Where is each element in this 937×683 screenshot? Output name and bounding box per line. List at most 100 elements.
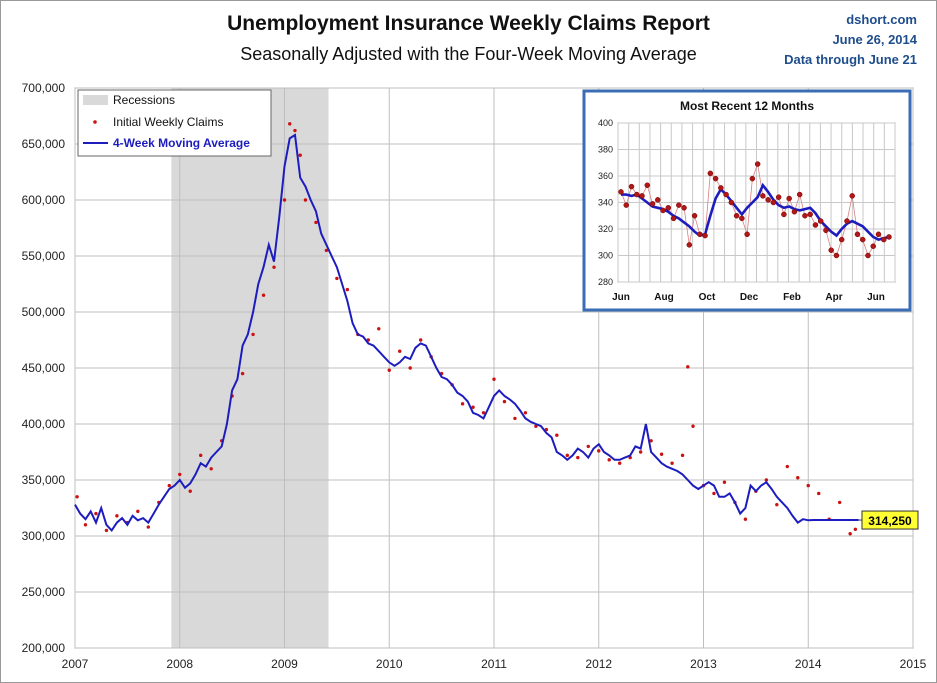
inset-claims-point [728,199,735,206]
claims-point [288,122,292,126]
claims-point [638,450,643,454]
claims-point [240,371,245,376]
y-tick-label: 700,000 [22,81,66,95]
inset-claims-point [786,195,792,202]
inset-y-tick-label: 400 [598,118,613,128]
claims-point [408,366,412,370]
claims-point [94,511,98,516]
claims-point [167,483,171,488]
inset-x-tick-label: Oct [699,292,716,303]
inset-claims-point [707,170,714,177]
claims-point [670,461,674,465]
claims-point [282,198,287,202]
claims-point [251,332,255,337]
y-tick-label: 250,000 [22,585,66,599]
inset-claims-point [807,211,813,218]
claims-point [806,483,810,488]
legend-swatch-claims [93,120,97,124]
legend-box [77,89,272,157]
inset-claims-point [718,185,724,191]
inset-y-tick-label: 300 [598,251,613,261]
inset-claims-point [744,231,750,238]
y-tick-label: 550,000 [22,249,66,263]
claims-point [712,491,716,496]
claims-point [764,478,769,482]
inset-claims-point [812,222,819,228]
inset-claims-point [681,205,687,211]
inset-claims-point [749,175,756,182]
inset-claims-point [838,236,845,243]
inset-claims-point [686,242,693,248]
inset-claims-point [665,205,672,211]
inset-claims-point [649,201,656,207]
inset-claims-point [634,191,640,198]
inset-claims-point [844,218,850,224]
inset-claims-point [865,252,871,259]
inset-x-tick-label: Dec [740,292,759,303]
claims-point [722,480,727,484]
inset-claims-point [775,194,782,200]
claims-point [618,461,622,465]
inset-claims-point [859,236,866,243]
claims-point [555,433,559,437]
inset-claims-point [828,247,834,253]
y-tick-label: 300,000 [22,529,66,543]
inset-claims-point [702,232,708,239]
claims-point [293,128,297,133]
claims-point [743,517,748,521]
x-tick-label: 2015 [900,657,927,671]
inset-claims-point [660,207,666,214]
claims-point [199,453,203,458]
claims-point [209,467,213,471]
inset-claims-point [760,193,766,199]
legend-label-claims: Initial Weekly Claims [113,115,223,129]
inset-claims-point [833,252,840,259]
legend-label-ma: 4-Week Moving Average [113,136,250,150]
y-tick-label: 350,000 [22,473,66,487]
claims-point [848,532,852,536]
claims-point [785,464,789,469]
inset-x-tick-label: Apr [825,292,842,303]
inset-y-tick-label: 280 [598,277,613,287]
inset-claims-point [676,202,682,208]
y-tick-label: 600,000 [22,193,66,207]
inset-claims-point [796,191,803,198]
inset-x-tick-label: Jun [612,292,630,303]
claims-point [314,220,318,225]
y-tick-label: 400,000 [22,417,66,431]
x-tick-label: 2008 [166,657,193,671]
inset-claims-point [770,199,777,206]
inset-claims-point [691,213,698,219]
claims-point [398,349,402,353]
claims-point [146,525,151,529]
moving-average-line [74,133,859,532]
inset-claims-point [880,236,887,243]
claims-point [298,153,302,157]
x-tick-label: 2012 [585,657,612,671]
inset-claims-point [655,197,661,203]
inset-claims-point [781,211,787,218]
x-tick-label: 2009 [271,657,298,671]
claims-point [387,368,391,372]
inset-claims-point [628,183,635,190]
inset-claims-point [754,161,761,167]
legend-label-recessions: Recessions [113,93,175,107]
data-through-label: Data through June 21 [784,52,917,67]
inset-title: Most Recent 12 Months [680,99,814,113]
claims-point [775,502,779,507]
claims-point [686,365,690,369]
claims-point [796,476,800,480]
inset-claims-point [854,231,861,238]
y-tick-label: 450,000 [22,361,66,375]
claims-point [586,444,590,449]
claims-point [324,248,329,253]
claims-point [272,265,276,269]
source-label: dshort.com [846,12,917,27]
x-tick-label: 2007 [62,657,89,671]
claims-point [377,327,381,331]
x-tick-label: 2011 [481,657,507,671]
claims-point [502,399,507,404]
claims-point [565,453,570,458]
